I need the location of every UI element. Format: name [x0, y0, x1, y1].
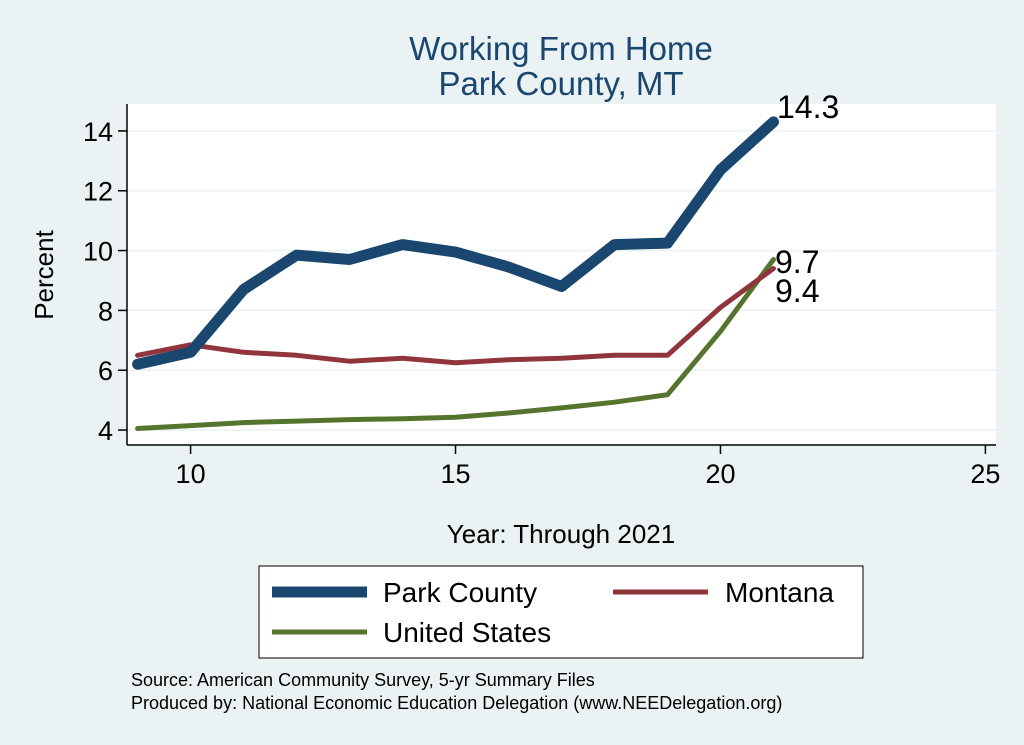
x-tick-label: 20: [705, 459, 735, 489]
y-tick-label: 14: [83, 117, 113, 147]
legend-box: [258, 565, 864, 659]
series-line-park-county: [132, 116, 779, 370]
legend: Park County Montana United States: [258, 565, 864, 659]
series-line-united-states: [135, 257, 776, 431]
x-tick-label: 25: [970, 459, 1000, 489]
y-tick-label: 6: [98, 356, 113, 386]
source-note: Source: American Community Survey, 5-yr …: [131, 670, 595, 690]
y-tick-label: 12: [83, 177, 113, 207]
end-label-united-states: 9.7: [775, 244, 819, 280]
end-label-park-county: 14.3: [777, 89, 839, 125]
legend-label-park-county: Park County: [383, 577, 537, 608]
end-label-montana: 9.4: [775, 273, 819, 309]
x-tick-label: 15: [441, 459, 471, 489]
x-axis-title: Year: Through 2021: [447, 519, 675, 549]
chart-title-line-2: Park County, MT: [438, 65, 683, 102]
y-tick-label: 4: [98, 416, 113, 446]
end-labels: 14.3 9.49.7: [775, 89, 839, 309]
y-axis-title: Percent: [29, 229, 59, 319]
y-tick-label: 10: [83, 237, 113, 267]
series-line-montana: [135, 266, 776, 366]
x-tick-label: 10: [176, 459, 206, 489]
legend-label-united-states: United States: [383, 617, 551, 648]
y-tick-label: 8: [98, 296, 113, 326]
axes: 4 6 8 10 12 14 10 15 20 25: [83, 104, 1000, 489]
legend-label-montana: Montana: [725, 577, 834, 608]
gridlines: [127, 130, 996, 431]
chart-title-line-1: Working From Home: [409, 30, 713, 67]
producer-note: Produced by: National Economic Education…: [131, 693, 782, 713]
series-layer: [132, 116, 779, 431]
